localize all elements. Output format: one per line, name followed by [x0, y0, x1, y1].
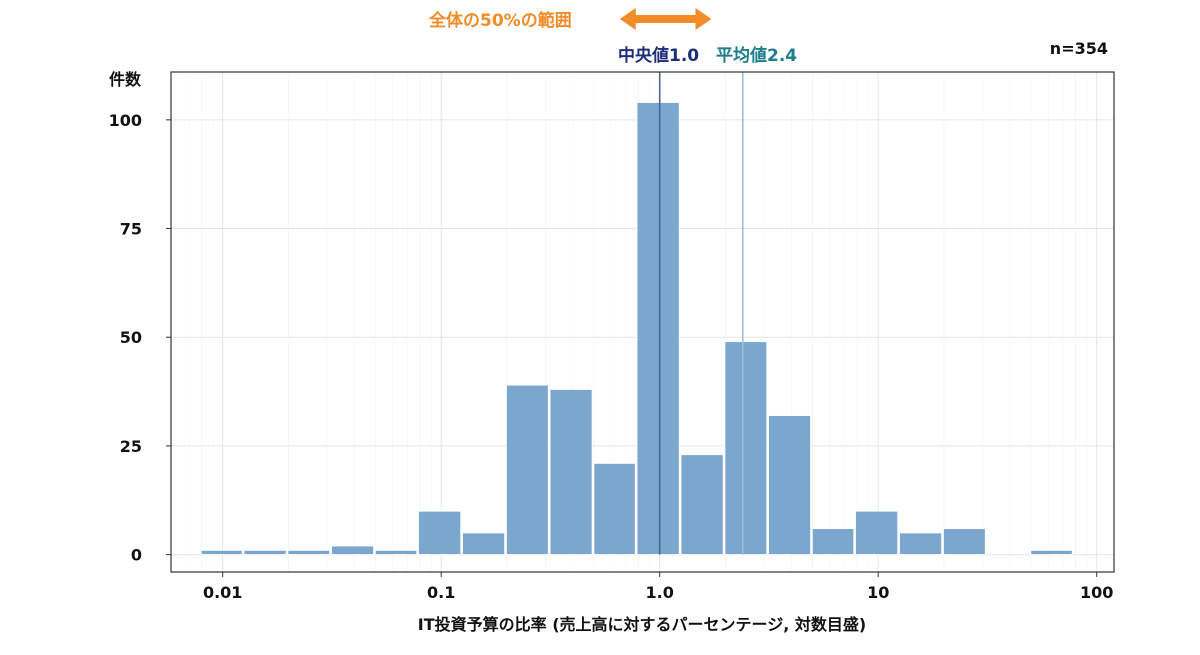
- histogram-bar-13: [767, 414, 812, 556]
- histogram-bar-1: [243, 549, 287, 556]
- y-axis-title: 件数: [109, 70, 142, 89]
- histogram-bar-16: [898, 532, 943, 556]
- histogram-bar-5: [417, 510, 462, 556]
- x-tick-label-1: 0.1: [427, 583, 455, 602]
- histogram-bar-8: [549, 388, 593, 556]
- histogram-bar-7: [505, 384, 549, 556]
- x-tick-label-3: 10: [867, 583, 889, 602]
- range-arrow: [619, 8, 712, 30]
- mean-label: 平均値2.4: [716, 45, 797, 66]
- plot-frame: [170, 71, 1115, 573]
- sample-size-label: n=354: [1050, 39, 1108, 58]
- range-annotation-label: 全体の50%の範囲: [428, 10, 572, 31]
- y-tick-label-3: 75: [120, 220, 142, 239]
- histogram-bar-18: [1030, 549, 1073, 556]
- histogram-bar-10: [636, 101, 680, 556]
- histogram-bar-6: [461, 532, 506, 556]
- ticks: 0.01 0.1 1.0 10 100 0 25 50 75 100: [109, 111, 1114, 602]
- x-tick-label-4: 100: [1080, 583, 1113, 602]
- histogram-bar-3: [330, 545, 375, 556]
- median-label: 中央値1.0: [618, 45, 699, 66]
- y-tick-label-0: 0: [131, 546, 142, 565]
- histogram-bar-17: [942, 528, 986, 556]
- histogram-bar-4: [374, 549, 418, 556]
- bars: [200, 101, 1073, 556]
- y-tick-label-1: 25: [120, 437, 142, 456]
- histogram-bar-2: [287, 549, 331, 556]
- histogram-bar-15: [854, 510, 899, 556]
- x-axis-title: IT投資予算の比率 (売上高に対するパーセンテージ, 対数目盛): [418, 615, 866, 634]
- x-tick-label-0: 0.01: [203, 583, 242, 602]
- x-tick-label-2: 1.0: [646, 583, 674, 602]
- y-tick-label-4: 100: [109, 111, 142, 130]
- histogram-bar-11: [680, 454, 724, 556]
- y-tick-label-2: 50: [120, 328, 142, 347]
- histogram-bar-9: [593, 462, 636, 556]
- histogram-bar-14: [811, 528, 855, 556]
- reference-lines: [658, 72, 744, 555]
- histogram-bar-12: [724, 341, 768, 556]
- histogram-bar-0: [200, 549, 243, 556]
- double-arrow-icon: [619, 8, 712, 30]
